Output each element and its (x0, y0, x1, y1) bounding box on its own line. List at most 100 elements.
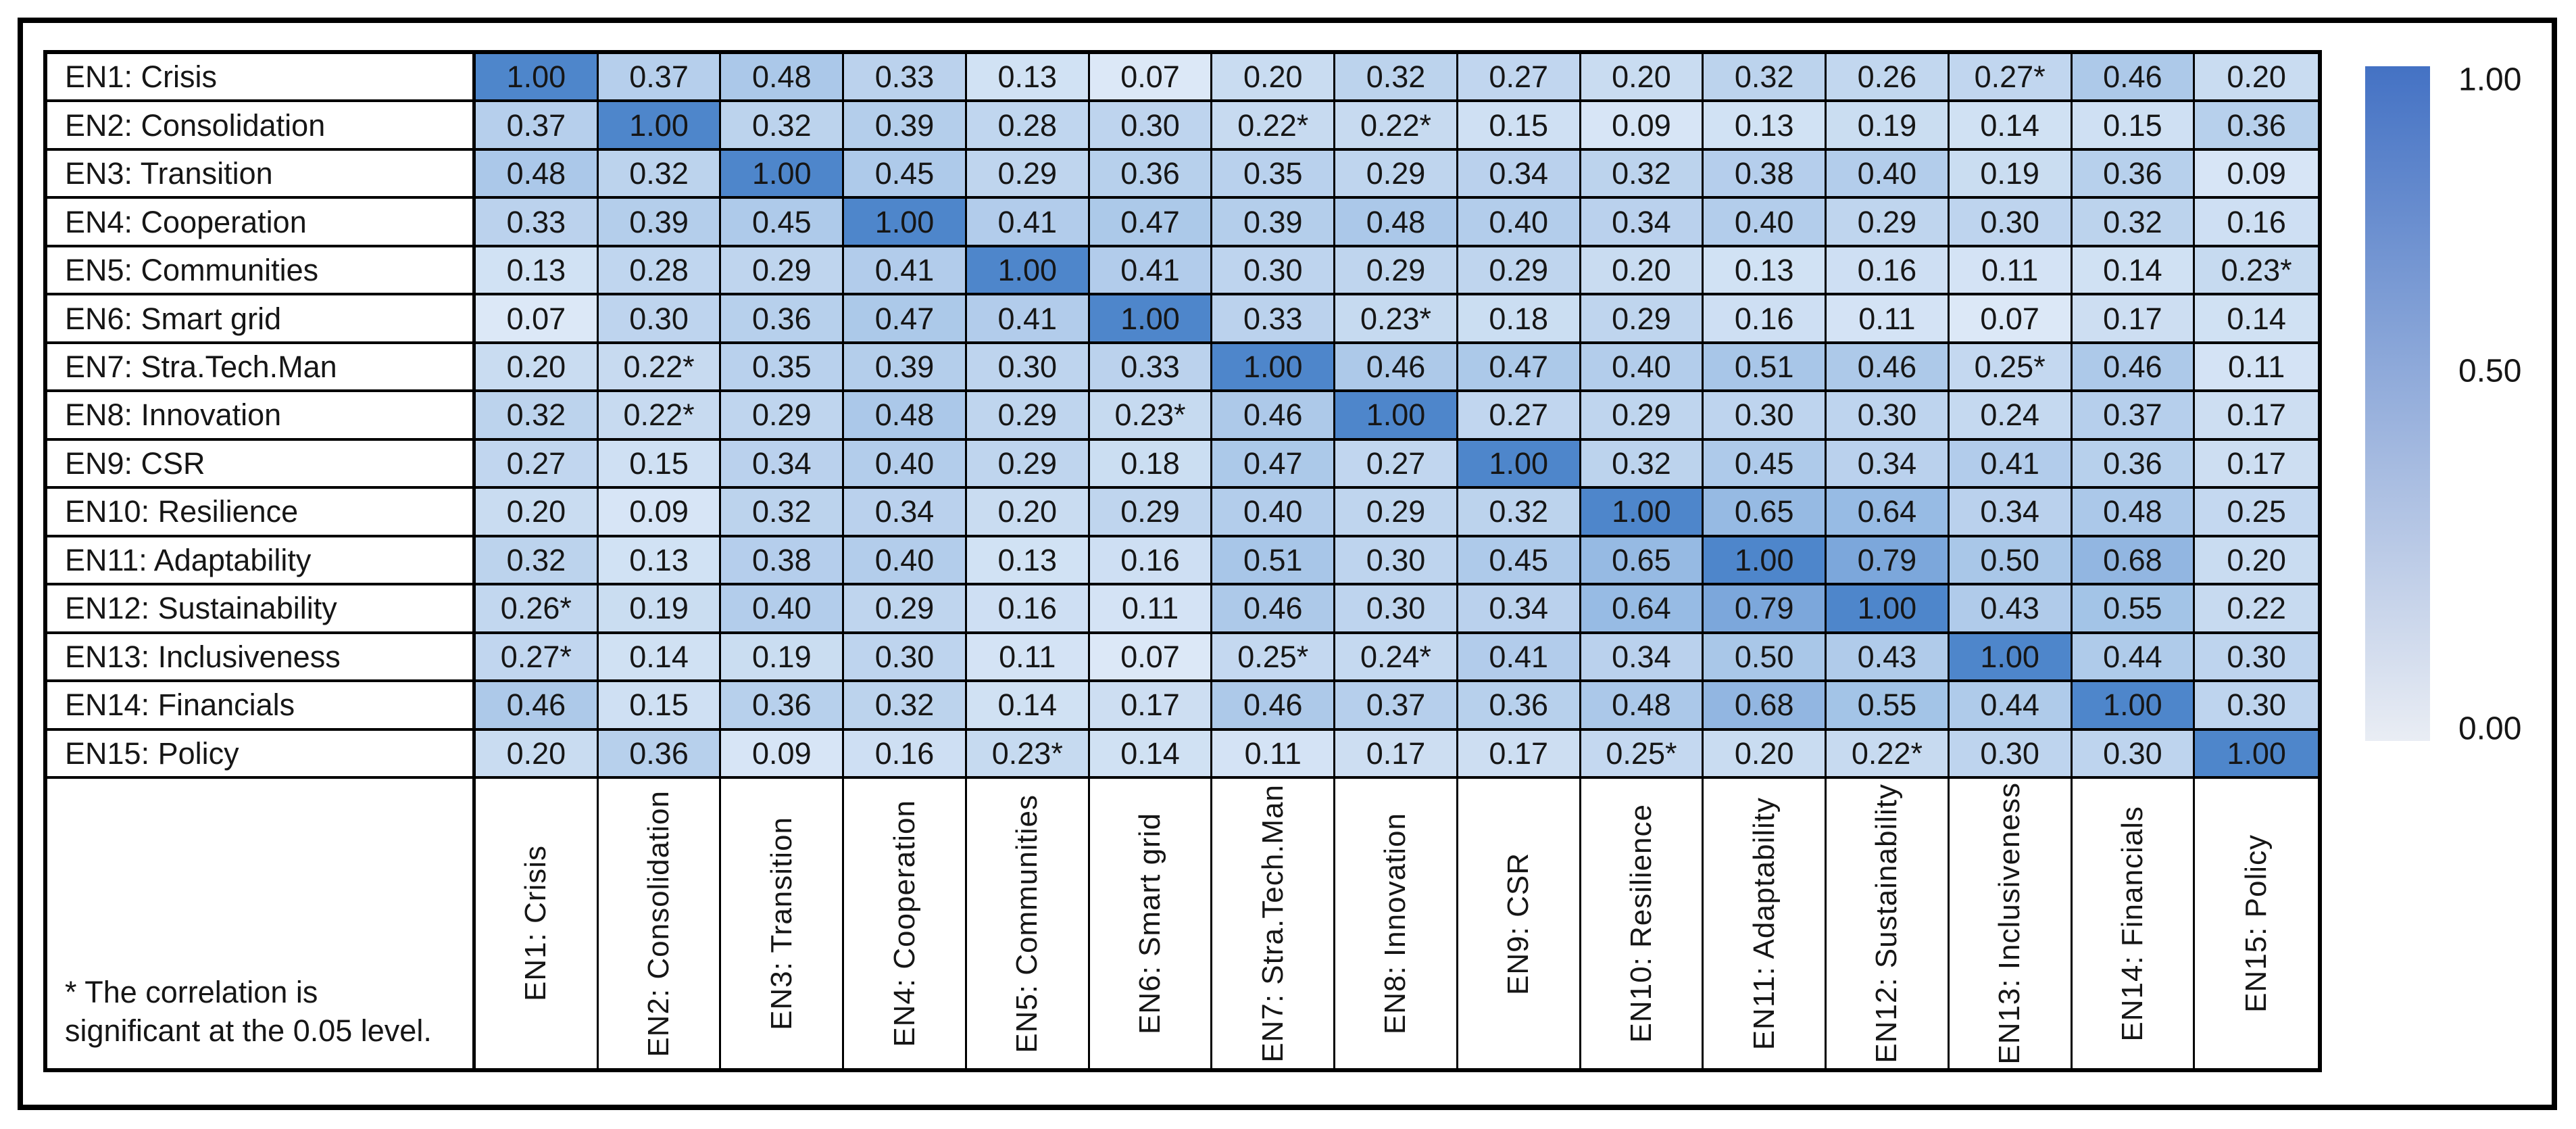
matrix-cell: 0.22* (1335, 102, 1458, 151)
column-header-label: EN13: Inclusiveness (1993, 782, 2027, 1065)
footnote: * The correlation is significant at the 0… (47, 779, 476, 1068)
matrix-cell: 0.17 (2195, 392, 2318, 441)
matrix-cell: 0.09 (1581, 102, 1704, 151)
matrix-cell: 0.45 (1458, 537, 1581, 586)
matrix-cell: 0.47 (1212, 440, 1336, 489)
column-header-label: EN2: Consolidation (642, 790, 676, 1057)
matrix-cell: 0.25* (1949, 343, 2073, 393)
matrix-cell: 0.40 (1458, 199, 1581, 247)
matrix-cell: 0.33 (844, 54, 967, 103)
matrix-cell: 0.29 (1581, 392, 1704, 441)
matrix-cell: 0.64 (1827, 489, 1950, 537)
matrix-cell: 1.00 (1212, 343, 1336, 393)
column-header-label: EN11: Adaptability (1747, 796, 1781, 1051)
matrix-cell: 0.36 (1089, 150, 1213, 199)
matrix-cell: 0.24 (1949, 392, 2073, 441)
column-header: EN14: Financials (2073, 779, 2196, 1068)
matrix-cell: 1.00 (1581, 489, 1704, 537)
matrix-cell: 0.39 (1212, 199, 1336, 247)
row-label: EN1: Crisis (47, 54, 476, 103)
matrix-cell: 0.32 (1704, 54, 1827, 103)
matrix-cell: 0.32 (844, 682, 967, 731)
matrix-cell: 0.28 (598, 247, 722, 296)
row-label: EN7: Stra.Tech.Man (47, 343, 476, 393)
matrix-cell: 0.48 (1581, 682, 1704, 731)
matrix-cell: 0.17 (2195, 440, 2318, 489)
matrix-cell: 0.48 (1335, 199, 1458, 247)
matrix-cell: 0.16 (1089, 537, 1213, 586)
matrix-cell: 0.20 (1581, 247, 1704, 296)
matrix-cell: 0.79 (1827, 537, 1950, 586)
matrix-cell: 0.45 (844, 150, 967, 199)
column-header-label: EN7: Stra.Tech.Man (1256, 784, 1289, 1063)
row-label: EN15: Policy (47, 730, 476, 779)
row-label: EN6: Smart grid (47, 295, 476, 344)
matrix-cell: 0.15 (598, 682, 722, 731)
matrix-cell: 0.16 (844, 730, 967, 779)
matrix-cell: 0.17 (1089, 682, 1213, 731)
matrix-cell: 0.27* (1949, 54, 2073, 103)
matrix-cell: 0.32 (2072, 199, 2196, 247)
matrix-cell: 0.19 (598, 585, 722, 634)
column-header: EN1: Crisis (476, 779, 599, 1068)
matrix-cell: 1.00 (1458, 440, 1581, 489)
matrix-cell: 0.32 (476, 537, 599, 586)
matrix-cell: 0.36 (2195, 102, 2318, 151)
matrix-cell: 0.26 (1827, 54, 1950, 103)
matrix-cell: 0.09 (598, 489, 722, 537)
matrix-cell: 0.20 (2195, 54, 2318, 103)
matrix-cell: 0.40 (1212, 489, 1336, 537)
matrix-cell: 0.07 (1089, 633, 1213, 683)
matrix-cell: 0.34 (1827, 440, 1950, 489)
matrix-cell: 0.22* (1827, 730, 1950, 779)
matrix-cell: 0.19 (1827, 102, 1950, 151)
matrix-cell: 0.40 (1581, 343, 1704, 393)
matrix-cell: 0.34 (1458, 150, 1581, 199)
matrix-cell: 0.16 (2195, 199, 2318, 247)
matrix-cell: 1.00 (966, 247, 1090, 296)
matrix-cell: 0.20 (476, 730, 599, 779)
matrix-cell: 0.32 (1335, 54, 1458, 103)
matrix-cell: 1.00 (1704, 537, 1827, 586)
footnote-line: significant at the 0.05 level. (65, 1013, 432, 1049)
matrix-cell: 0.34 (1458, 585, 1581, 634)
colorbar-label-max: 1.00 (2458, 62, 2522, 98)
matrix-cell: 0.30 (1704, 392, 1827, 441)
matrix-cell: 0.48 (721, 54, 845, 103)
matrix-cell: 0.41 (844, 247, 967, 296)
matrix-cell: 0.38 (721, 537, 845, 586)
matrix-cell: 0.36 (2072, 150, 2196, 199)
matrix-cell: 0.07 (1089, 54, 1213, 103)
matrix-cell: 0.30 (2072, 730, 2196, 779)
matrix-cell: 0.30 (1335, 537, 1458, 586)
matrix-cell: 0.20 (2195, 537, 2318, 586)
matrix-cell: 0.34 (721, 440, 845, 489)
matrix-cell: 0.46 (1335, 343, 1458, 393)
matrix-cell: 0.68 (1704, 682, 1827, 731)
matrix-cell: 0.32 (721, 102, 845, 151)
matrix-cell: 0.20 (476, 343, 599, 393)
matrix-cell: 0.48 (844, 392, 967, 441)
matrix-cell: 0.14 (2072, 247, 2196, 296)
column-header-label: EN6: Smart grid (1133, 813, 1167, 1034)
matrix-cell: 0.51 (1704, 343, 1827, 393)
column-header: EN8: Innovation (1335, 779, 1458, 1068)
matrix-cell: 0.09 (2195, 150, 2318, 199)
column-header-label: EN3: Transition (764, 817, 798, 1030)
matrix-cell: 0.36 (598, 730, 722, 779)
row-label: EN2: Consolidation (47, 102, 476, 151)
column-header: EN7: Stra.Tech.Man (1212, 779, 1336, 1068)
matrix-cell: 0.37 (598, 54, 722, 103)
matrix-cell: 0.23* (966, 730, 1090, 779)
matrix-cell: 0.29 (1827, 199, 1950, 247)
matrix-cell: 0.43 (1827, 633, 1950, 683)
matrix-cell: 1.00 (844, 199, 967, 247)
column-header-label: EN4: Cooperation (887, 800, 921, 1047)
matrix-cell: 0.14 (966, 682, 1090, 731)
row-label: EN9: CSR (47, 440, 476, 489)
matrix-cell: 0.13 (1704, 102, 1827, 151)
matrix-cell: 0.48 (2072, 489, 2196, 537)
row-label: EN4: Cooperation (47, 199, 476, 247)
matrix-cell: 0.17 (2072, 295, 2196, 344)
matrix-cell: 0.33 (476, 199, 599, 247)
